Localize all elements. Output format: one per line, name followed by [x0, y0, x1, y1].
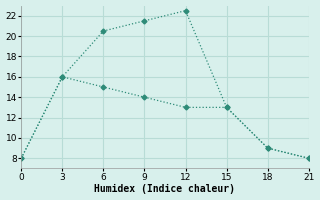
X-axis label: Humidex (Indice chaleur): Humidex (Indice chaleur) [94, 184, 236, 194]
